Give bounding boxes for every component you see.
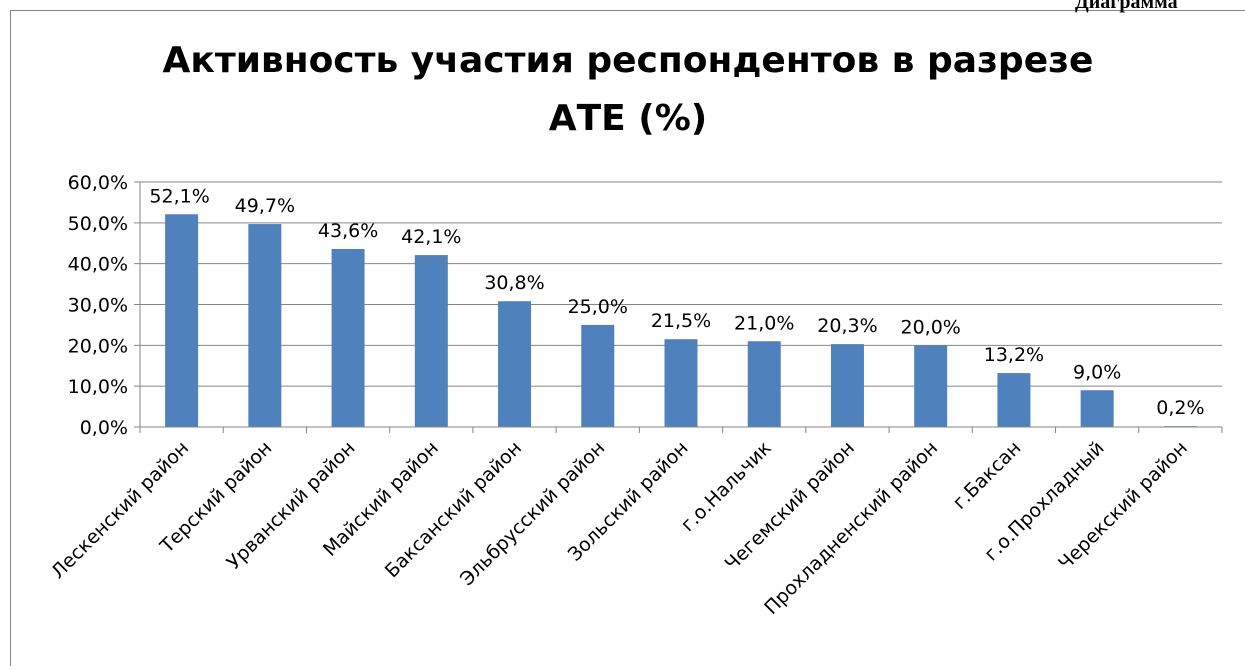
- bar: [498, 301, 531, 427]
- y-tick-label: 60,0%: [68, 172, 128, 194]
- value-label: 21,5%: [651, 310, 711, 332]
- y-tick-label: 0,0%: [80, 417, 128, 439]
- value-label: 43,6%: [318, 220, 378, 242]
- bar: [415, 255, 448, 427]
- value-label: 30,8%: [484, 272, 544, 294]
- bar: [748, 341, 781, 427]
- y-tick-label: 20,0%: [68, 335, 128, 357]
- value-label: 52,1%: [149, 185, 209, 207]
- y-tick-label: 10,0%: [68, 376, 128, 398]
- bar: [165, 214, 198, 427]
- y-tick-label: 50,0%: [68, 213, 128, 235]
- bar: [997, 373, 1030, 427]
- value-label: 20,3%: [817, 315, 877, 337]
- chart-title: Активность участия респондентов в разрез…: [163, 40, 1094, 81]
- value-label: 49,7%: [235, 195, 295, 217]
- bar: [831, 344, 864, 427]
- y-tick-label: 30,0%: [68, 295, 128, 317]
- value-label: 21,0%: [734, 312, 794, 334]
- bar: [1081, 390, 1114, 427]
- value-label: 20,0%: [901, 316, 961, 338]
- value-label: 13,2%: [984, 344, 1044, 366]
- bar: [914, 345, 947, 427]
- bar: [665, 339, 698, 427]
- bar: [248, 224, 281, 427]
- value-label: 25,0%: [568, 296, 628, 318]
- bar: [581, 325, 614, 427]
- value-label: 9,0%: [1073, 361, 1121, 383]
- value-label: 42,1%: [401, 226, 461, 248]
- value-label: 0,2%: [1156, 397, 1204, 419]
- caption: Диаграмма: [1075, 0, 1178, 13]
- bar: [332, 249, 365, 427]
- y-tick-label: 40,0%: [68, 254, 128, 276]
- chart-title: АТЕ (%): [549, 98, 708, 139]
